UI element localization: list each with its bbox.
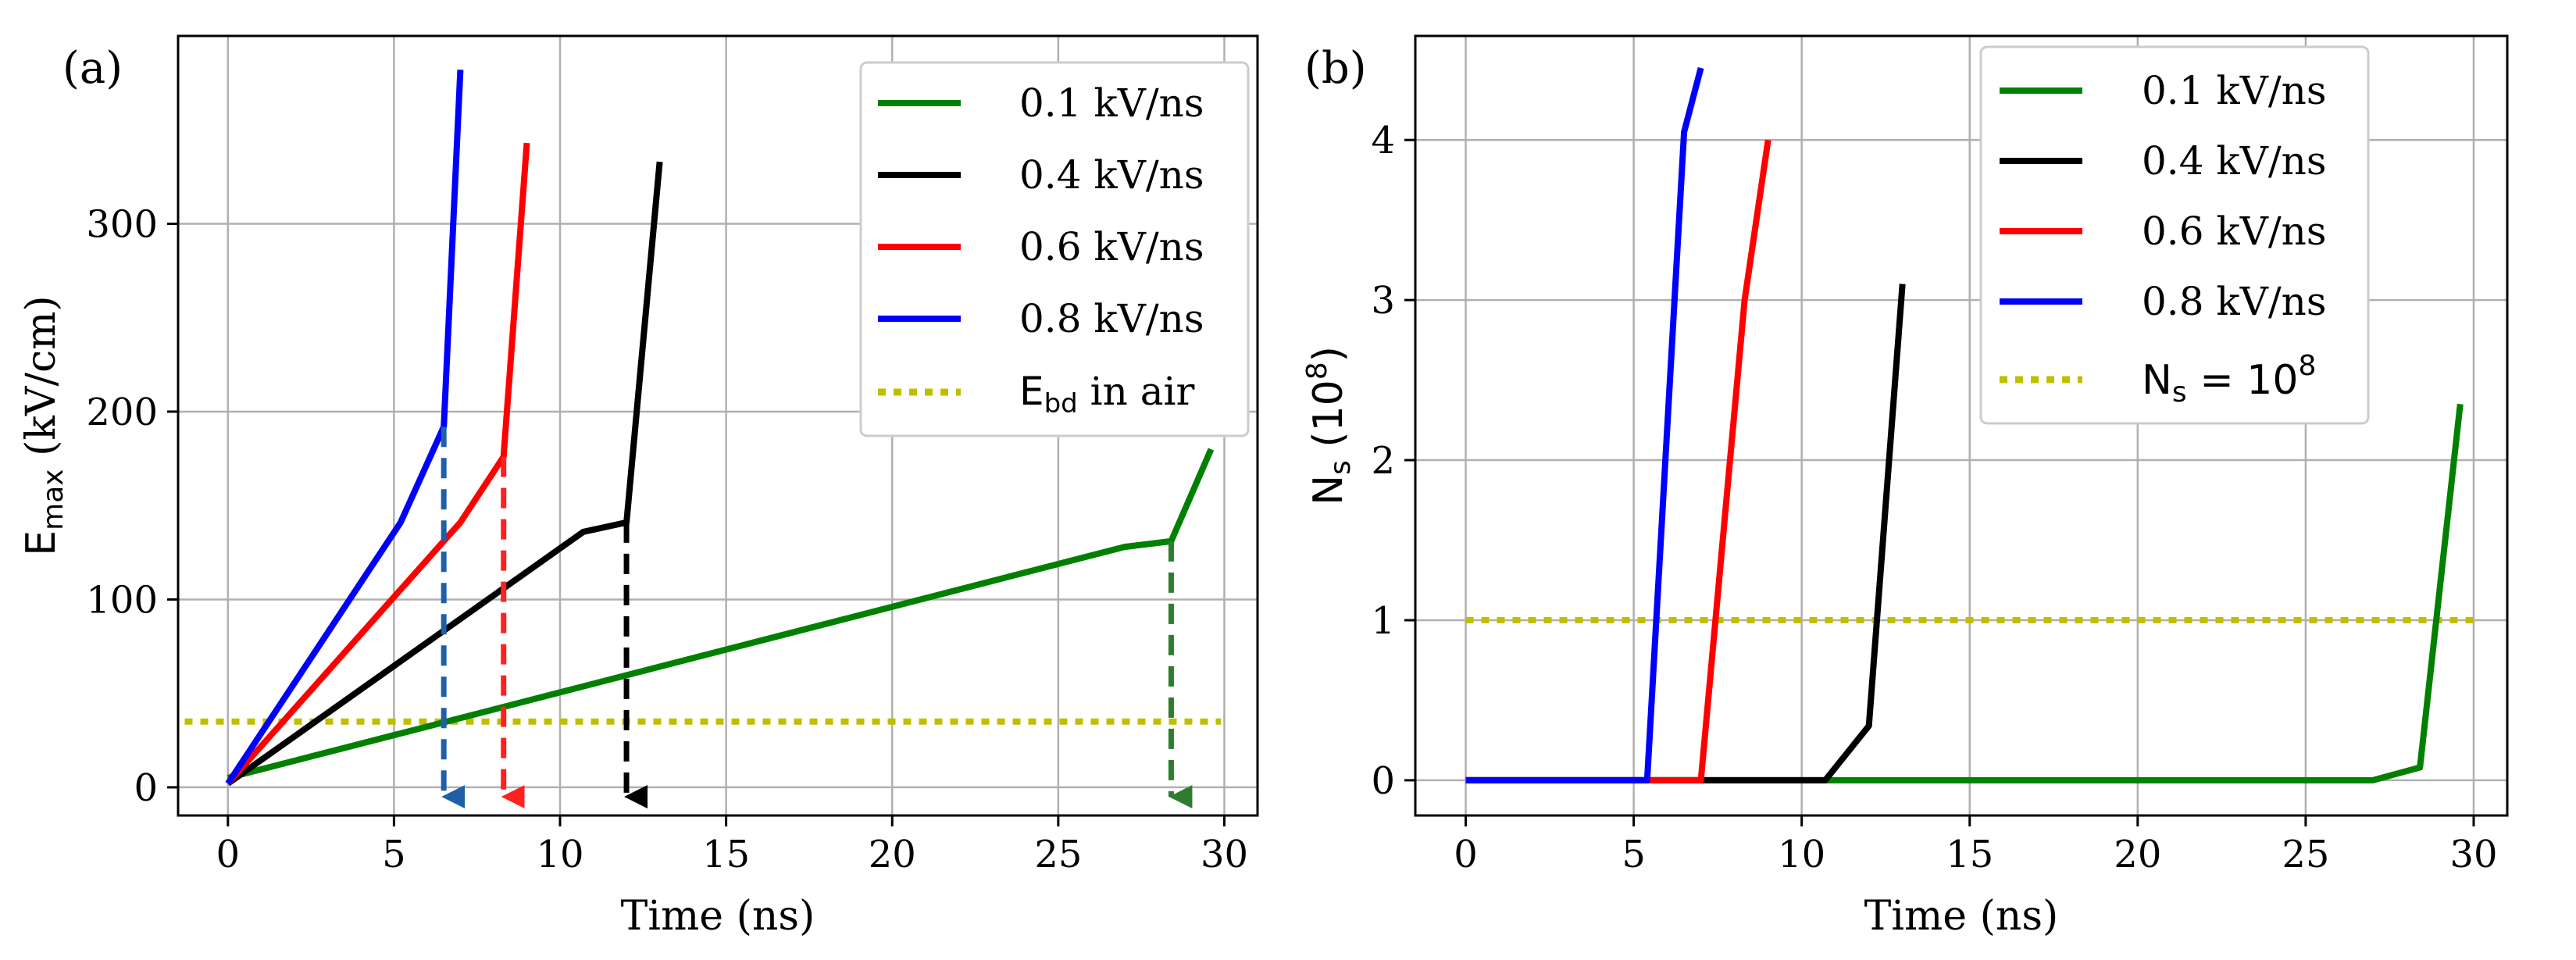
legend-label-b-1: 0.4 kV/ns [2142, 138, 2327, 184]
x-tick-label-b-3: 15 [1946, 833, 1993, 876]
legend-label-b-0: 0.1 kV/ns [2142, 68, 2327, 113]
legend-label-b-3: 0.8 kV/ns [2142, 279, 2327, 324]
x-axis-label-a: Time (ns) [621, 893, 815, 940]
x-tick-label-a-6: 30 [1201, 833, 1248, 876]
legend-b-items: 0.1 kV/ns 0.4 kV/ns 0.6 kV/ns 0.8 kV/ns [2000, 68, 2327, 324]
x-tick-label-a-1: 5 [382, 833, 406, 876]
arrows-a [441, 426, 1193, 808]
y-tick-label-a-3: 300 [86, 202, 158, 246]
series-line-a-0 [227, 448, 1215, 781]
panel-a: (a) 0 5 10 15 20 25 30 0 100 200 300 Time (ns) Em… [18, 34, 1259, 940]
y-tick-label-b-2: 2 [1371, 439, 1395, 483]
x-tick-label-a-3: 15 [702, 833, 750, 876]
legend-label-threshold-a: Ebd in air [1019, 369, 1195, 419]
y-tick-label-a-0: 0 [134, 766, 158, 810]
y-axis-label-b: Ns (108) [1301, 346, 1357, 505]
x-tick-label-b-5: 25 [2282, 833, 2329, 876]
panel-label-a: (a) [62, 43, 123, 94]
y-axis-label-a: Emax (kV/cm) [18, 295, 70, 555]
series-lines-b [1465, 66, 2464, 783]
legend-threshold-b-main: N [2142, 357, 2172, 404]
plot-frame-a [177, 34, 1259, 817]
x-ticks-a: 0 5 10 15 20 25 30 [216, 815, 1248, 876]
x-tick-label-b-1: 5 [1622, 833, 1646, 876]
y-tick-label-a-1: 100 [86, 578, 158, 622]
series-line-b-1 [1465, 284, 1906, 783]
legend-label-a-1: 0.4 kV/ns [1019, 152, 1204, 198]
y-ticks-a: 0 100 200 300 [86, 202, 178, 810]
legend-label-a-3: 0.8 kV/ns [1019, 296, 1204, 341]
y-axis-label-a-rest: (kV/cm) [18, 295, 65, 469]
legend-threshold-a-main: E [1019, 369, 1044, 414]
y-tick-label-a-2: 200 [86, 391, 158, 434]
legend-threshold-b-sup: 8 [2298, 350, 2316, 382]
y-tick-label-b-4: 4 [1371, 119, 1395, 162]
series-lines-a [225, 70, 1215, 787]
series-line-a-1 [226, 161, 663, 787]
x-tick-label-a-2: 10 [536, 833, 583, 876]
legend-threshold-b-rest: = 10 [2187, 357, 2299, 404]
legend-label-threshold-b: Ns = 108 [2142, 350, 2316, 409]
x-tick-label-a-5: 25 [1034, 833, 1082, 876]
x-axis-label-b: Time (ns) [1864, 893, 2059, 940]
x-tick-label-b-4: 20 [2114, 833, 2161, 876]
legend-threshold-a-sub: bd [1044, 388, 1078, 419]
x-tick-label-a-4: 20 [869, 833, 916, 876]
legend-a: 0.1 kV/ns 0.4 kV/ns 0.6 kV/ns 0.8 kV/ns Ebd… [859, 61, 1250, 437]
series-line-b-0 [1465, 403, 2464, 783]
legend-box-a [859, 61, 1250, 437]
legend-threshold-a-rest: in air [1078, 369, 1195, 414]
legend-label-a-0: 0.1 kV/ns [1019, 80, 1204, 126]
x-tick-label-b-2: 10 [1778, 833, 1825, 876]
y-axis-label-b-main: N [1305, 475, 1352, 505]
y-axis-label-b-rest: (10 [1305, 380, 1352, 460]
y-axis-label-b-end: ) [1305, 346, 1352, 362]
legend-label-a-2: 0.6 kV/ns [1019, 224, 1204, 269]
y-axis-label-a-sub: max [37, 469, 70, 530]
y-tick-label-b-3: 3 [1371, 279, 1395, 323]
y-tick-label-b-1: 1 [1371, 599, 1395, 643]
series-line-a-3 [225, 70, 464, 786]
y-tick-label-b-0: 0 [1371, 759, 1395, 803]
y-axis-label-b-sub: s [1325, 460, 1357, 475]
series-line-a-2 [225, 142, 530, 786]
y-axis-label-b-sup: 8 [1301, 362, 1333, 380]
legend-threshold-b-sub: s [2172, 377, 2187, 409]
x-ticks-b: 0 5 10 15 20 25 30 [1454, 815, 2498, 876]
legend-label-b-2: 0.6 kV/ns [2142, 209, 2327, 254]
legend-a-items: 0.1 kV/ns 0.4 kV/ns 0.6 kV/ns 0.8 kV/ns [878, 80, 1204, 341]
plot-frame-b [1414, 34, 2509, 817]
legend-b: 0.1 kV/ns 0.4 kV/ns 0.6 kV/ns 0.8 kV/ns Ns … [1979, 45, 2370, 425]
legend-box-b [1979, 45, 2370, 425]
y-ticks-b: 0 1 2 3 4 [1371, 119, 1415, 803]
x-tick-label-b-6: 30 [2449, 833, 2497, 876]
x-tick-label-b-0: 0 [1454, 833, 1478, 876]
panel-label-b: (b) [1304, 43, 1367, 94]
y-axis-label-a-main: E [18, 530, 65, 556]
series-line-b-3 [1465, 66, 1704, 783]
x-tick-label-a-0: 0 [216, 833, 241, 876]
